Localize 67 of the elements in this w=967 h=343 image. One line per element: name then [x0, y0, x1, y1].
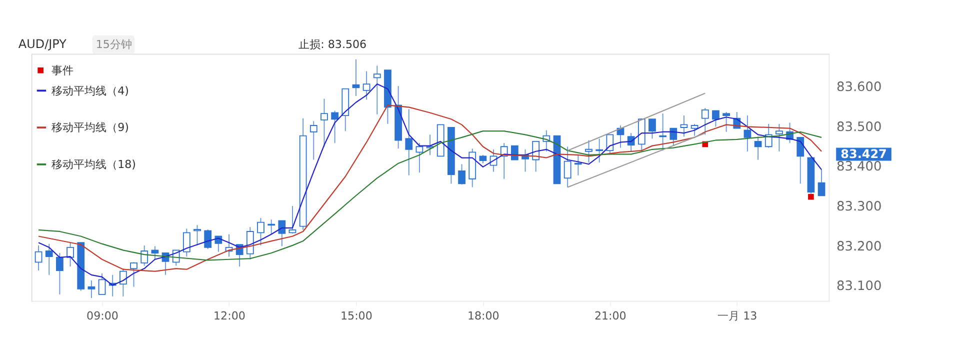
- candlestick: [373, 65, 381, 115]
- candlestick: [268, 219, 276, 235]
- candlestick: [140, 244, 148, 266]
- candlestick: [88, 280, 96, 298]
- y-tick-label: 83.500: [836, 120, 882, 135]
- y-tick-label: 83.400: [836, 160, 882, 175]
- candlestick: [690, 123, 698, 136]
- legend-label: 移动平均线（4): [52, 84, 129, 98]
- candlestick: [120, 268, 127, 297]
- chart-title: AUD/JPY: [18, 37, 68, 52]
- candlestick: [310, 120, 318, 160]
- candlestick: [596, 138, 604, 164]
- candlestick: [66, 242, 74, 268]
- chart-subtitle: 15分钟: [96, 38, 132, 52]
- candlestick: [585, 140, 592, 164]
- y-tick-label: 83.200: [836, 239, 882, 254]
- candlestick: [257, 217, 264, 246]
- candlestick: [362, 70, 370, 100]
- candlestick: [744, 115, 752, 152]
- y-tick-label: 83.300: [836, 200, 882, 215]
- line-series: [38, 83, 822, 286]
- candlestick: [204, 229, 212, 250]
- candlestick: [151, 246, 159, 261]
- x-tick-label: 12:00: [214, 310, 246, 323]
- x-tick-label: 18:00: [467, 310, 500, 323]
- candlestick: [754, 136, 762, 160]
- candlestick: [194, 224, 201, 246]
- candlestick: [796, 136, 804, 184]
- candlestick: [510, 145, 518, 160]
- x-tick-label: 15:00: [340, 310, 372, 323]
- candlestick: [288, 206, 296, 234]
- candlestick: [416, 142, 424, 173]
- line-series: [38, 104, 822, 272]
- candlestick: [564, 146, 572, 188]
- candlestick: [331, 110, 338, 144]
- candlestick: [680, 115, 688, 138]
- candlestick: [712, 110, 720, 128]
- candlestick: [574, 154, 582, 176]
- text: 83.427: [840, 146, 887, 161]
- legend-label: 移动平均线（9): [52, 121, 129, 134]
- candlestick: [98, 272, 106, 295]
- candlestick: [34, 244, 42, 271]
- y-tick-label: 83.600: [836, 80, 882, 95]
- candlestick: [701, 107, 709, 136]
- legend-label: 移动平均线（18): [52, 158, 136, 172]
- candlestick: [722, 111, 730, 132]
- candlestick: [278, 220, 286, 247]
- candlestick: [659, 113, 666, 152]
- legend-label: 事件: [52, 64, 74, 78]
- candlestick: [670, 128, 678, 146]
- candlestick: [648, 118, 656, 140]
- candlestick: [56, 252, 64, 295]
- x-tick-label: 一月 13: [718, 310, 758, 323]
- candlestick: [764, 123, 772, 148]
- candlestick: [246, 226, 254, 260]
- x-tick-label: 09:00: [86, 310, 118, 323]
- candlestick: [818, 169, 826, 196]
- candlestick: [405, 108, 413, 176]
- candlestick: [352, 58, 360, 96]
- x-tick-label: 21:00: [594, 310, 626, 323]
- candlestick: [45, 243, 53, 276]
- y-tick-label: 83.100: [836, 279, 882, 294]
- candlestick: [458, 164, 466, 185]
- candlestick: [776, 123, 783, 152]
- candlestick: [182, 228, 190, 258]
- text: 止损: 83.506: [298, 38, 367, 52]
- candlestick: [130, 262, 138, 288]
